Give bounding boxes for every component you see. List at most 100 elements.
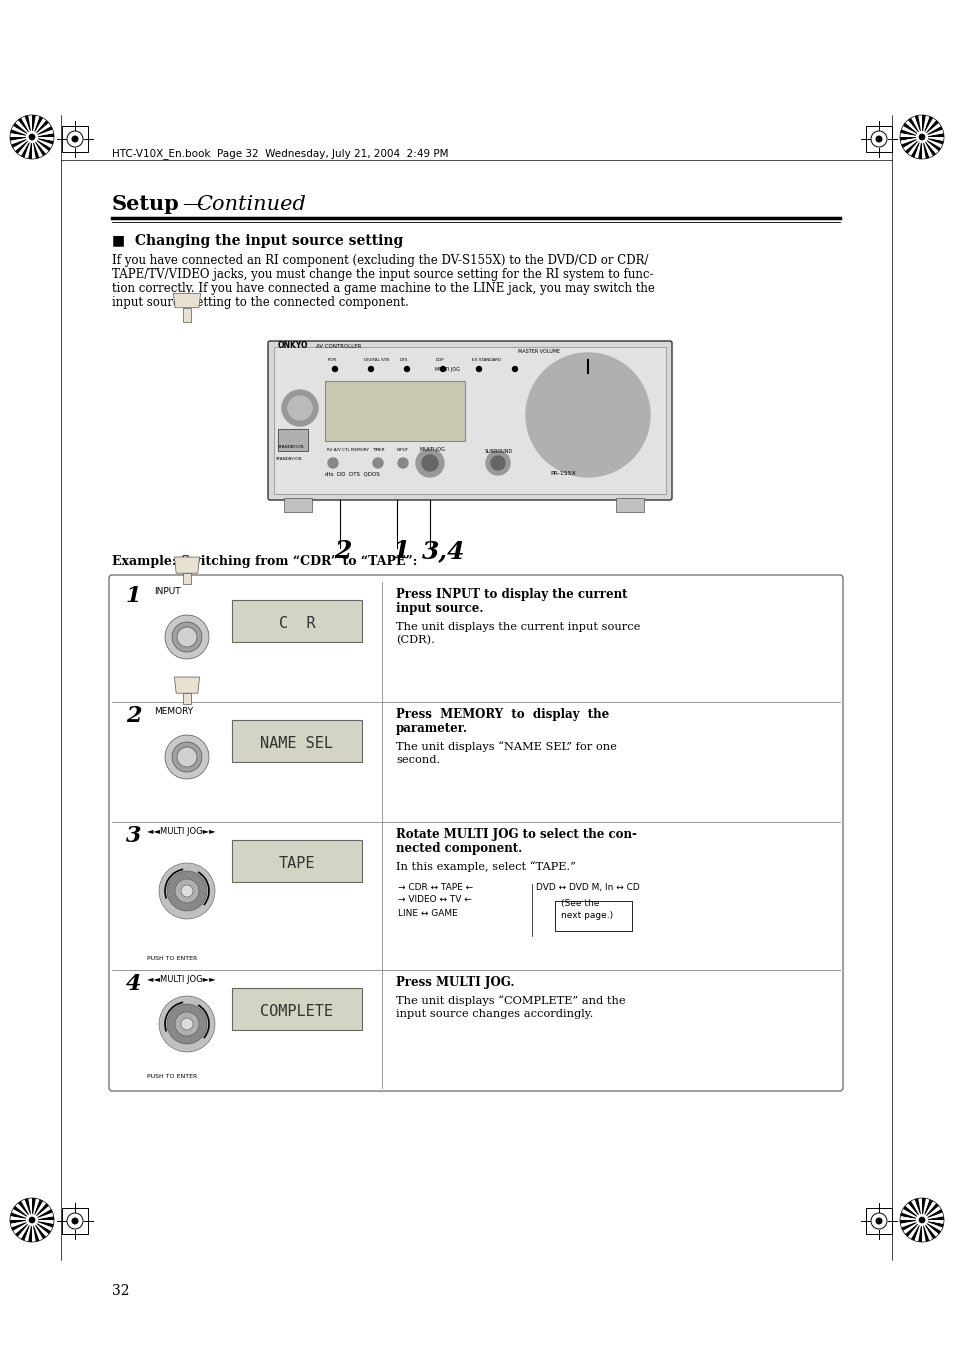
Wedge shape xyxy=(10,1220,32,1224)
Wedge shape xyxy=(899,136,921,141)
Wedge shape xyxy=(32,136,54,141)
Circle shape xyxy=(440,366,445,372)
Text: 1: 1 xyxy=(392,539,409,563)
Text: AV CONTROLLER: AV CONTROLLER xyxy=(315,345,361,349)
Text: 3,4: 3,4 xyxy=(421,539,465,563)
Text: Rotate MULTI JOG to select the con-: Rotate MULTI JOG to select the con- xyxy=(395,828,637,842)
Wedge shape xyxy=(902,123,921,136)
Wedge shape xyxy=(917,136,921,159)
Wedge shape xyxy=(10,1220,32,1228)
Circle shape xyxy=(916,131,926,142)
Text: C  R: C R xyxy=(278,616,314,631)
Wedge shape xyxy=(18,136,32,157)
Wedge shape xyxy=(32,136,43,158)
Wedge shape xyxy=(32,115,36,136)
Circle shape xyxy=(282,390,317,426)
Circle shape xyxy=(476,366,481,372)
Wedge shape xyxy=(921,1212,943,1220)
Text: EX STANDARD: EX STANDARD xyxy=(472,358,500,362)
Wedge shape xyxy=(921,1200,932,1220)
Text: dts  DD  DTS  QDOS: dts DD DTS QDOS xyxy=(325,471,379,476)
Wedge shape xyxy=(921,115,924,136)
Wedge shape xyxy=(900,136,921,145)
Wedge shape xyxy=(32,1200,43,1220)
Circle shape xyxy=(512,366,517,372)
Wedge shape xyxy=(921,1220,942,1231)
Text: DDP: DDP xyxy=(436,358,444,362)
Wedge shape xyxy=(904,120,921,136)
Text: If you have connected an RI component (excluding the DV-S155X) to the DVD/CD or : If you have connected an RI component (e… xyxy=(112,254,648,267)
Wedge shape xyxy=(32,1204,49,1220)
Bar xyxy=(865,126,891,153)
Wedge shape xyxy=(15,1204,32,1220)
Circle shape xyxy=(30,134,34,139)
Text: (CDR).: (CDR). xyxy=(395,635,435,644)
Circle shape xyxy=(167,1004,207,1044)
Polygon shape xyxy=(174,557,199,573)
Wedge shape xyxy=(910,1200,921,1220)
Wedge shape xyxy=(901,126,921,136)
Wedge shape xyxy=(32,1220,46,1239)
FancyBboxPatch shape xyxy=(109,576,842,1092)
Circle shape xyxy=(397,458,408,467)
Wedge shape xyxy=(907,1201,921,1220)
Bar xyxy=(865,1208,891,1233)
Text: Example: Switching from “CDR” to “TAPE”:: Example: Switching from “CDR” to “TAPE”: xyxy=(112,555,417,567)
Wedge shape xyxy=(921,1198,928,1220)
Wedge shape xyxy=(921,1204,938,1220)
Circle shape xyxy=(919,1217,923,1223)
Bar xyxy=(62,1208,88,1233)
Text: 1: 1 xyxy=(126,585,141,607)
Circle shape xyxy=(485,451,510,476)
Wedge shape xyxy=(21,1200,32,1220)
Text: PR-155X: PR-155X xyxy=(550,471,576,476)
Bar xyxy=(62,126,88,153)
Circle shape xyxy=(167,871,207,911)
Text: COMPLETE: COMPLETE xyxy=(260,1004,334,1019)
Wedge shape xyxy=(921,136,938,154)
Wedge shape xyxy=(921,134,943,136)
Wedge shape xyxy=(921,1220,928,1242)
Circle shape xyxy=(916,1215,926,1225)
Wedge shape xyxy=(921,123,940,136)
Wedge shape xyxy=(32,1220,39,1242)
Wedge shape xyxy=(32,1220,54,1224)
Wedge shape xyxy=(11,1209,32,1220)
Wedge shape xyxy=(921,136,942,149)
Text: SURROUND: SURROUND xyxy=(484,449,513,454)
Wedge shape xyxy=(901,1220,921,1231)
Circle shape xyxy=(172,621,202,653)
Text: parameter.: parameter. xyxy=(395,721,468,735)
Bar xyxy=(616,499,643,512)
Wedge shape xyxy=(32,126,52,136)
Wedge shape xyxy=(907,118,921,136)
Wedge shape xyxy=(32,115,39,136)
Wedge shape xyxy=(13,123,32,136)
Wedge shape xyxy=(32,136,39,158)
Text: MULTI JOG: MULTI JOG xyxy=(419,447,444,453)
Text: STANDBY/ON: STANDBY/ON xyxy=(275,457,302,461)
Wedge shape xyxy=(921,1220,943,1224)
Text: nected component.: nected component. xyxy=(395,842,521,855)
Wedge shape xyxy=(921,126,942,136)
Circle shape xyxy=(328,458,337,467)
Text: Setup: Setup xyxy=(112,195,179,213)
Wedge shape xyxy=(32,1206,51,1220)
Wedge shape xyxy=(921,1220,938,1238)
Wedge shape xyxy=(921,1216,943,1220)
Bar xyxy=(274,347,665,494)
Wedge shape xyxy=(921,1220,935,1239)
Circle shape xyxy=(165,615,209,659)
Text: Press  MEMORY  to  display  the: Press MEMORY to display the xyxy=(395,708,609,721)
Wedge shape xyxy=(914,136,921,158)
Wedge shape xyxy=(899,134,921,136)
Polygon shape xyxy=(183,573,191,584)
Wedge shape xyxy=(921,1209,942,1220)
Wedge shape xyxy=(32,136,51,151)
Wedge shape xyxy=(13,136,32,151)
Circle shape xyxy=(288,396,312,420)
Polygon shape xyxy=(183,693,191,704)
Text: Press INPUT to display the current: Press INPUT to display the current xyxy=(395,588,627,601)
Polygon shape xyxy=(174,677,199,693)
Text: ◄◄MULTI JOG►►: ◄◄MULTI JOG►► xyxy=(147,827,215,836)
